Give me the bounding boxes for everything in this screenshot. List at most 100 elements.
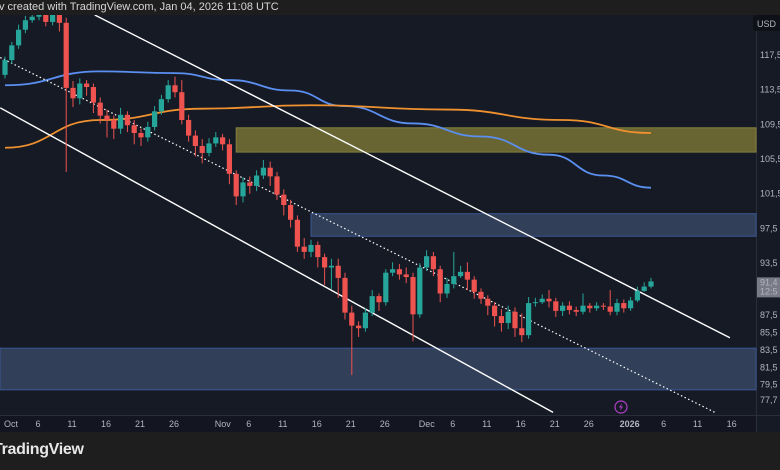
time-tick-label: 21 [135, 419, 145, 429]
candle-body [281, 194, 287, 206]
candle [396, 264, 402, 280]
countdown-label: 12:5 [760, 286, 778, 296]
candle-body [342, 277, 348, 313]
time-tick-label: 26 [380, 419, 390, 429]
candle-body [376, 296, 382, 303]
candle-body [335, 265, 341, 278]
candle-body [607, 306, 613, 312]
price-tick-label: 81,5 [760, 362, 778, 372]
candle [199, 139, 205, 164]
candle-body [485, 298, 491, 306]
price-tick-label: 83,5 [760, 345, 778, 355]
candle [294, 215, 300, 252]
time-tick-label: 16 [516, 419, 526, 429]
candle [118, 107, 124, 134]
candle-body [328, 265, 334, 268]
time-tick-label: 11 [482, 419, 491, 429]
candle [614, 298, 620, 316]
candle-body [614, 303, 620, 312]
candle-body [56, 15, 62, 23]
candle-body [383, 272, 389, 303]
candle-body [213, 137, 219, 144]
candle [390, 262, 396, 277]
candle-body [274, 176, 280, 195]
candle-body [220, 137, 226, 145]
candle [50, 15, 56, 26]
candle-body [172, 85, 178, 93]
price-tick-label: 109,5 [760, 119, 780, 129]
candle [179, 80, 185, 125]
time-tick-label: Oct [4, 419, 19, 429]
candle [56, 15, 62, 32]
candle-body [165, 85, 171, 100]
candle-body [512, 311, 518, 329]
price-tick-label: 79,5 [760, 380, 778, 390]
candle [458, 265, 464, 278]
candle-body [84, 83, 90, 88]
candle-body [573, 310, 579, 312]
price-chart[interactable]: 117,5 113,5 109,5 105,5 101,5 97,5 93,5 87,5 85,… [0, 15, 780, 432]
candle-body [152, 111, 158, 127]
time-tick-label: 11 [67, 419, 76, 429]
candle-body [532, 302, 538, 304]
candle-body [634, 290, 640, 301]
candle [145, 121, 151, 142]
candle-body [587, 305, 593, 309]
currency-badge[interactable] [753, 15, 780, 31]
time-tick-label: 6 [450, 419, 455, 429]
candle [424, 250, 430, 271]
channel-line [0, 107, 554, 414]
candle-body [437, 269, 443, 294]
candle [410, 272, 416, 342]
candle-body [594, 305, 600, 309]
price-axis[interactable] [756, 15, 780, 432]
candle [498, 309, 504, 332]
candle [186, 114, 192, 142]
time-tick-label: 26 [169, 419, 179, 429]
candle [634, 286, 640, 303]
candle-body [430, 256, 436, 270]
candle [594, 302, 600, 311]
candle [288, 199, 294, 228]
candle [403, 267, 409, 284]
candle [22, 15, 28, 34]
candle-body [410, 277, 416, 315]
candle [328, 258, 334, 290]
candle-body [118, 114, 124, 129]
candle-body [179, 92, 185, 120]
candle-body [444, 283, 450, 294]
candle [206, 138, 212, 157]
tradingview-logo: TradingView [0, 441, 84, 458]
candle-body [36, 15, 42, 17]
candle [451, 251, 457, 289]
lightning-icon[interactable] [614, 400, 628, 414]
price-tick-label: 105,5 [760, 154, 780, 164]
time-axis[interactable] [0, 415, 756, 432]
price-tick-label: 117,5 [760, 50, 780, 60]
candle [226, 139, 232, 185]
candle-body [50, 15, 56, 22]
candle [138, 128, 144, 147]
attribution-text: v created with TradingView.com, Jan 04, … [0, 1, 279, 13]
candle-body [138, 133, 144, 138]
candle [260, 159, 266, 179]
candle [546, 290, 552, 308]
candle [322, 253, 328, 285]
price-tick-label: 101,5 [760, 189, 780, 199]
candle [492, 302, 498, 327]
candle [621, 299, 627, 313]
candle [213, 132, 219, 147]
candle [505, 305, 511, 330]
candle [526, 296, 532, 339]
candle-body [29, 16, 35, 21]
time-tick-label: 6 [35, 419, 40, 429]
candle [478, 288, 484, 304]
candle-body [458, 271, 464, 277]
candle-body [308, 244, 314, 252]
candle [417, 263, 423, 318]
candle-body [288, 205, 294, 220]
candle [573, 306, 579, 317]
candle [220, 133, 226, 151]
candle [376, 293, 382, 311]
price-tick-label: 87,5 [760, 310, 778, 320]
